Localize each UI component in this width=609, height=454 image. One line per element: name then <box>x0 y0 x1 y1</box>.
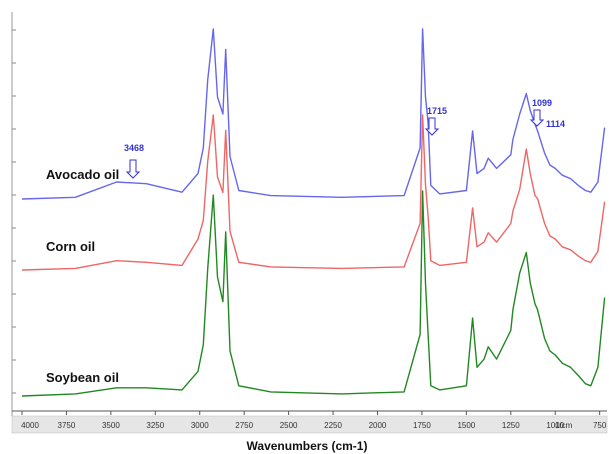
series-line-avocado-oil <box>21 28 606 200</box>
x-tick-label: 3000 <box>191 421 209 430</box>
x-tick-bar <box>11 415 608 434</box>
x-unit-label: 1/cm <box>555 421 573 430</box>
peak-arrow-icon <box>529 109 545 127</box>
x-tick-label: 2000 <box>369 421 387 430</box>
peak-arrow-icon <box>424 117 440 136</box>
series-label: Corn oil <box>46 239 95 254</box>
x-tick-label: 2250 <box>324 421 342 430</box>
x-tick-label: 1000 <box>546 421 564 430</box>
x-axis-title: Wavenumbers (cm-1) <box>247 439 368 453</box>
peak-arrow-icon <box>125 159 141 179</box>
x-tick-label: 1750 <box>413 421 431 430</box>
x-tick-label: 2500 <box>280 421 298 430</box>
series-line-corn-oil <box>21 114 606 271</box>
x-tick-label: 3500 <box>102 421 120 430</box>
x-tick-label: 4000 <box>21 421 39 430</box>
x-tick-label: 2750 <box>235 421 253 430</box>
peak-annotation-label: 1114 <box>546 119 565 129</box>
peak-annotation-label: 1099 <box>532 98 552 108</box>
x-tick-label: 1250 <box>502 421 520 430</box>
series-label: Avocado oil <box>46 167 119 182</box>
peak-annotation-label: 1715 <box>427 106 447 116</box>
x-tick-label: 3750 <box>58 421 76 430</box>
series-label: Soybean oil <box>46 370 119 385</box>
x-tick-label: 1500 <box>457 421 475 430</box>
y-minor-ticks <box>12 29 16 394</box>
x-tick-labels: 4000 3750 3500 3250 3000 2750 2500 2250 2000 1750… <box>21 411 607 430</box>
x-tick-label: 3250 <box>146 421 164 430</box>
series-layer: Avocado oil Corn oil Soybean oil <box>21 28 606 397</box>
series-line-soybean-oil <box>21 190 606 397</box>
annotation-layer: 3468 1715 1099 1114 <box>124 98 565 179</box>
peak-annotation-label: 3468 <box>124 143 144 153</box>
x-tick-label: 750 <box>593 421 607 430</box>
